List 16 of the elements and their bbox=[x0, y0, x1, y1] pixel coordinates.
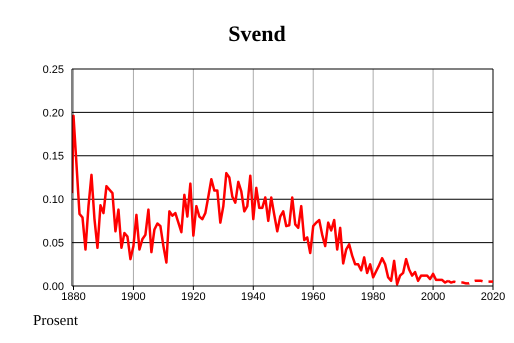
y-tick-label: 0.05 bbox=[42, 238, 64, 250]
x-tick-label: 1980 bbox=[360, 290, 386, 303]
x-tick-label: 1880 bbox=[61, 290, 86, 303]
y-tick-label: 0.25 bbox=[42, 64, 64, 76]
y-tick-label: 0.10 bbox=[42, 194, 64, 206]
x-tick-label: 1920 bbox=[181, 290, 206, 303]
x-tick-label: 1900 bbox=[121, 290, 146, 303]
x-tick-label: 1960 bbox=[300, 290, 326, 303]
y-tick-label: 0.00 bbox=[42, 280, 64, 293]
x-tick-label: 1940 bbox=[241, 290, 266, 303]
y-tick-label: 0.15 bbox=[42, 150, 64, 163]
y-axis-title: Prosent bbox=[33, 313, 79, 329]
x-tick-label: 2020 bbox=[480, 290, 506, 303]
chart-title: Svend bbox=[228, 21, 286, 46]
x-tick-label: 2000 bbox=[420, 290, 446, 303]
y-tick-label: 0.20 bbox=[42, 107, 64, 120]
